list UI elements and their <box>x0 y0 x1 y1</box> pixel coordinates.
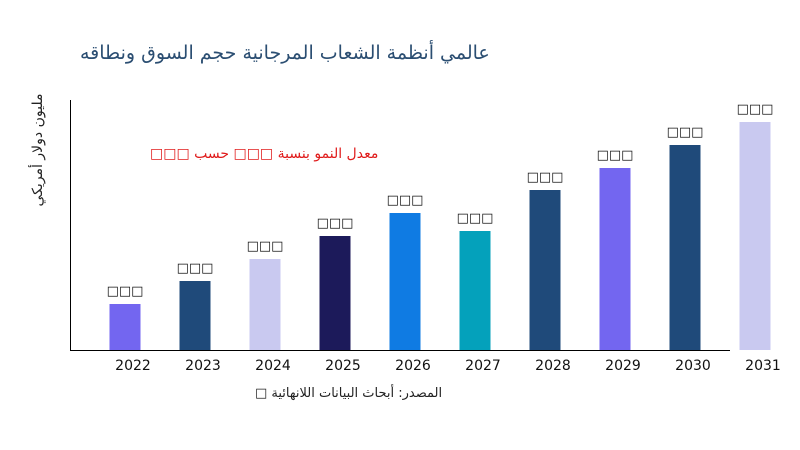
data-label-2030: □□□ <box>667 125 704 140</box>
chart-title: عالمي أنظمة الشعاب المرجانية حجم السوق و… <box>80 42 490 64</box>
x-tick-2028: 2028 <box>535 358 571 374</box>
bar-2029 <box>599 168 631 350</box>
bar-2027 <box>459 231 491 350</box>
bar-2022 <box>109 304 141 350</box>
data-label-2022: □□□ <box>107 284 144 299</box>
growth-annotation: معدل النمو بنسبة □□□ حسب □□□ <box>150 146 379 162</box>
x-tick-2024: 2024 <box>255 358 291 374</box>
data-label-2023: □□□ <box>177 261 214 276</box>
data-label-2028: □□□ <box>527 170 564 185</box>
x-tick-2027: 2027 <box>465 358 501 374</box>
data-label-2029: □□□ <box>597 148 634 163</box>
bar-2025 <box>319 236 351 350</box>
x-tick-2023: 2023 <box>185 358 221 374</box>
bar-2030 <box>669 145 701 350</box>
x-tick-2029: 2029 <box>605 358 641 374</box>
data-label-2025: □□□ <box>317 216 354 231</box>
x-tick-2026: 2026 <box>395 358 431 374</box>
data-label-2026: □□□ <box>387 193 424 208</box>
x-tick-2022: 2022 <box>115 358 151 374</box>
bar-2024 <box>249 259 281 350</box>
bar-2023 <box>179 281 211 350</box>
bar-2026 <box>389 213 421 350</box>
data-label-2027: □□□ <box>457 211 494 226</box>
bar-2028 <box>529 190 561 350</box>
source-note: المصدر: أبحاث البيانات اللانهائية □ <box>255 386 443 401</box>
bar-2031 <box>739 122 771 350</box>
x-tick-2031: 2031 <box>745 358 781 374</box>
data-label-2024: □□□ <box>247 239 284 254</box>
x-tick-2030: 2030 <box>675 358 711 374</box>
data-label-2031: □□□ <box>737 102 774 117</box>
x-tick-2025: 2025 <box>325 358 361 374</box>
